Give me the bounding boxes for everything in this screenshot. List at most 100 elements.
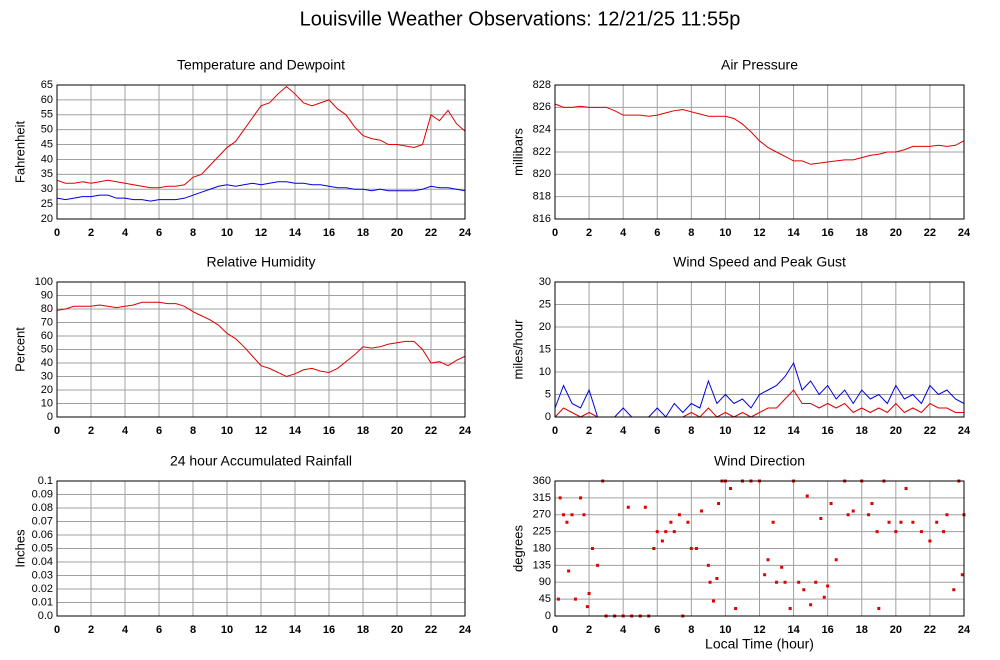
x-tick-label: 12 [753, 425, 765, 437]
y-tick-label: 0 [545, 411, 551, 423]
x-tick-label: 18 [357, 425, 369, 437]
y-tick-label: 40 [41, 153, 53, 165]
data-point [570, 513, 574, 517]
x-tick-label: 2 [586, 425, 592, 437]
x-tick-label: 8 [688, 624, 694, 636]
x-tick-label: 14 [289, 425, 302, 437]
x-tick-label: 4 [122, 425, 129, 437]
x-tick-label: 20 [391, 227, 403, 239]
data-point [887, 520, 891, 524]
data-point [809, 603, 813, 607]
data-point [677, 513, 681, 517]
y-tick-label: 20 [539, 321, 551, 333]
plot-frame [554, 84, 965, 220]
plot-frame [554, 480, 965, 617]
data-point [783, 580, 787, 584]
x-tick-label: 22 [924, 624, 936, 636]
data-line [554, 103, 965, 165]
y-tick-label: 55 [41, 109, 53, 121]
x-tick-label: 0 [54, 425, 60, 437]
x-tick-label: 0 [54, 624, 60, 636]
y-tick-label: 0.04 [32, 556, 53, 568]
y-tick-label: 25 [539, 298, 551, 310]
data-point [706, 563, 710, 567]
data-point [664, 530, 668, 534]
data-point [590, 547, 594, 550]
x-tick-label: 24 [958, 227, 971, 239]
x-tick-label: 0 [552, 227, 558, 239]
data-point [558, 496, 562, 500]
x-tick-label: 20 [890, 624, 902, 636]
y-axis-label: Fahrenheit [12, 121, 27, 184]
y-tick-label: 20 [41, 384, 53, 396]
data-point [867, 513, 871, 517]
y-tick-label: 5 [545, 388, 551, 400]
x-tick-label: 20 [391, 425, 403, 437]
y-tick-label: 45 [41, 138, 53, 150]
y-tick-label: 30 [41, 370, 53, 382]
y-tick-label: 818 [533, 191, 551, 203]
data-point [904, 487, 908, 490]
data-point [711, 599, 715, 603]
data-point [822, 595, 826, 599]
y-tick-label: 0.09 [32, 488, 53, 500]
x-tick-label: 6 [654, 624, 660, 636]
data-point [689, 547, 693, 550]
data-point [579, 496, 583, 500]
x-tick-label: 4 [620, 425, 627, 437]
y-tick-label: 0.06 [32, 529, 53, 541]
y-tick-label: 0 [545, 610, 551, 622]
y-axis-label: degrees [510, 525, 525, 572]
x-tick-label: 18 [856, 624, 868, 636]
y-tick-label: 10 [41, 397, 53, 409]
data-point [660, 539, 664, 543]
data-point [585, 605, 589, 609]
y-tick-label: 45 [539, 593, 551, 605]
chart-title: Wind Direction [714, 453, 805, 469]
x-tick-label: 16 [323, 227, 335, 239]
x-tick-label: 22 [425, 227, 437, 239]
x-tick-label: 10 [221, 227, 233, 239]
x-tick-label: 24 [958, 624, 971, 636]
y-tick-label: 0 [47, 411, 53, 423]
data-point [814, 580, 818, 584]
x-tick-label: 16 [323, 624, 335, 636]
x-tick-label: 16 [822, 227, 834, 239]
y-tick-label: 0.07 [32, 515, 53, 527]
x-tick-label: 14 [289, 227, 302, 239]
data-point [819, 517, 823, 520]
y-tick-label: 50 [41, 343, 53, 355]
x-tick-label: 0 [552, 425, 558, 437]
x-tick-label: 20 [391, 624, 403, 636]
y-tick-label: 0.05 [32, 542, 53, 554]
x-tick-label: 12 [255, 624, 267, 636]
y-tick-label: 20 [41, 213, 53, 225]
y-axis-label: miles/hour [510, 319, 525, 380]
x-tick-label: 8 [190, 227, 196, 239]
data-point [942, 530, 946, 534]
x-tick-label: 18 [357, 624, 369, 636]
data-point [826, 584, 830, 588]
data-point [877, 607, 881, 610]
data-point [870, 502, 874, 505]
x-tick-label: 0 [552, 624, 558, 636]
data-point [596, 563, 600, 567]
data-point [556, 597, 560, 601]
x-tick-label: 2 [586, 624, 592, 636]
data-line [554, 361, 965, 418]
x-tick-label: 22 [425, 624, 437, 636]
y-tick-label: 60 [41, 94, 53, 106]
y-tick-label: 270 [533, 509, 551, 521]
x-tick-label: 20 [890, 425, 902, 437]
chart-title: Temperature and Dewpoint [177, 57, 345, 73]
data-point [780, 565, 784, 569]
y-tick-label: 100 [35, 276, 53, 288]
x-tick-label: 10 [719, 624, 731, 636]
x-tick-label: 2 [88, 425, 94, 437]
data-point [567, 569, 571, 573]
y-tick-label: 828 [533, 79, 551, 91]
data-point [562, 513, 566, 517]
x-tick-label: 2 [586, 227, 592, 239]
x-tick-label: 12 [255, 425, 267, 437]
x-tick-label: 4 [122, 227, 129, 239]
